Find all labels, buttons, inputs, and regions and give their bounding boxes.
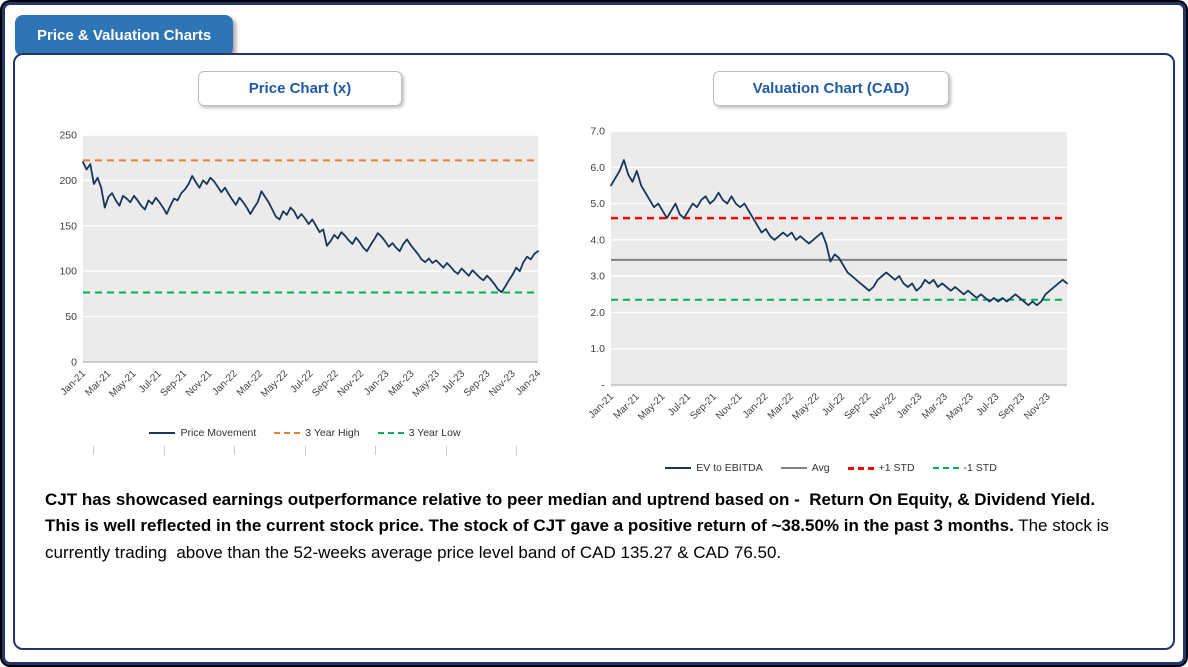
legend-line-swatch — [780, 467, 807, 470]
svg-text:2.0: 2.0 — [590, 307, 605, 319]
svg-text:Jan-21: Jan-21 — [587, 391, 617, 421]
valuation-chart-plot: -1.02.03.04.05.06.07.0Jan-21Mar-21May-21… — [587, 126, 1068, 423]
legend-item: 3 Year Low — [377, 427, 461, 440]
section-badge[interactable]: Price & Valuation Charts — [15, 15, 234, 56]
svg-text:Nov-23: Nov-23 — [487, 368, 518, 399]
svg-text:100: 100 — [59, 266, 77, 278]
svg-text:250: 250 — [59, 130, 77, 142]
svg-text:Jan-23: Jan-23 — [895, 391, 925, 421]
svg-text:May-21: May-21 — [107, 368, 139, 400]
svg-text:Sep-21: Sep-21 — [159, 368, 190, 399]
legend-label: 3 Year High — [305, 427, 360, 440]
svg-text:May-23: May-23 — [944, 391, 976, 423]
legend-line-swatch — [847, 466, 874, 470]
svg-text:Nov-22: Nov-22 — [336, 368, 367, 399]
svg-text:150: 150 — [59, 220, 77, 232]
svg-text:0: 0 — [71, 357, 77, 369]
svg-text:Nov-23: Nov-23 — [1022, 391, 1053, 422]
legend-label: -1 STD — [963, 462, 997, 475]
price-chart: 0 50 100 150 200 250 Jan-21 Mar-21 May-21 Jul-21 S… — [35, 123, 575, 463]
commentary-bold-text: CJT has showcased earnings outperformanc… — [45, 490, 1100, 536]
price-chart-title: Price Chart (x) — [198, 71, 402, 106]
svg-text:May-22: May-22 — [259, 368, 291, 400]
legend-label: Price Movement — [180, 427, 257, 440]
legend-line-swatch — [149, 432, 176, 435]
svg-text:6.0: 6.0 — [590, 162, 605, 174]
legend-item: Avg — [780, 462, 830, 475]
commentary-text: CJT has showcased earnings outperformanc… — [45, 487, 1125, 566]
legend-label: EV to EBITDA — [696, 462, 763, 475]
price-chart-plot: 050100150200250Jan-21Mar-21May-21Jul-21S… — [59, 130, 544, 400]
svg-text:Jan-22: Jan-22 — [210, 368, 240, 398]
svg-text:Sep-23: Sep-23 — [462, 368, 493, 399]
legend-line-swatch — [377, 432, 404, 435]
svg-text:7.0: 7.0 — [590, 126, 605, 138]
legend-item: -1 STD — [932, 462, 997, 475]
svg-text:May-22: May-22 — [790, 391, 822, 423]
svg-text:200: 200 — [59, 175, 77, 187]
legend-line-swatch — [665, 467, 692, 470]
svg-text:Nov-21: Nov-21 — [184, 368, 215, 399]
svg-text:1.0: 1.0 — [590, 343, 605, 355]
price-chart-legend: Price Movement 3 Year High 3 Year Low — [35, 427, 575, 439]
stray-axis-tick-marks — [93, 446, 517, 455]
legend-line-swatch — [932, 467, 959, 470]
svg-text:-: - — [602, 380, 606, 392]
svg-text:Sep-23: Sep-23 — [997, 391, 1028, 422]
svg-text:Nov-22: Nov-22 — [868, 391, 899, 422]
commentary-regular-text: The stock is currently trading above tha… — [45, 516, 1114, 562]
svg-text:50: 50 — [65, 311, 77, 323]
legend-line-swatch — [274, 432, 301, 435]
legend-item: 3 Year High — [274, 427, 360, 440]
legend-label: Avg — [811, 462, 830, 475]
svg-text:3.0: 3.0 — [590, 271, 605, 283]
svg-text:Jan-23: Jan-23 — [362, 368, 392, 398]
legend-label: +1 STD — [878, 462, 915, 475]
legend-item: Price Movement — [149, 427, 256, 439]
legend-label: 3 Year Low — [408, 427, 461, 440]
valuation-chart-title: Valuation Chart (CAD) — [713, 71, 949, 106]
svg-text:Jan-21: Jan-21 — [59, 368, 89, 398]
svg-text:5.0: 5.0 — [590, 198, 605, 210]
svg-text:Sep-22: Sep-22 — [310, 368, 341, 399]
valuation-chart: -1.0 2.0 3.0 4.0 5.0 6.0 7.0 Jan-21 Mar-21 May-21… — [571, 121, 1091, 491]
svg-text:Sep-21: Sep-21 — [688, 391, 719, 422]
svg-text:4.0: 4.0 — [590, 234, 605, 246]
valuation-chart-legend: EV to EBITDA Avg +1 STD -1 STD — [571, 462, 1091, 474]
svg-text:Jan-22: Jan-22 — [741, 391, 771, 421]
legend-item: EV to EBITDA — [665, 462, 763, 474]
charts-panel: Price Chart (x) Valuation Chart (CAD) 0 5… — [13, 53, 1175, 650]
legend-item: +1 STD — [847, 462, 915, 475]
svg-text:May-23: May-23 — [411, 368, 443, 400]
svg-text:Nov-21: Nov-21 — [714, 391, 745, 422]
svg-text:May-21: May-21 — [636, 391, 668, 423]
svg-text:Jan-24: Jan-24 — [514, 368, 544, 398]
svg-text:Sep-22: Sep-22 — [842, 391, 873, 422]
